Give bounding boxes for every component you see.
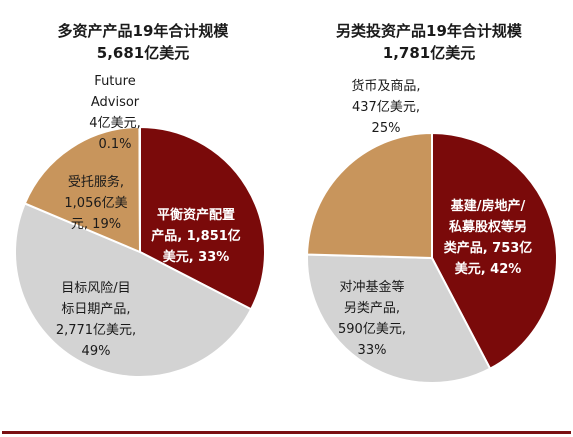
chart-2-slice-0-label-line: 类产品, 753亿 <box>444 240 533 256</box>
chart-1-slice-1-label-line: 目标风险/目 <box>61 281 130 296</box>
chart-2-title: 另类投资产品19年合计规模 <box>336 22 523 40</box>
chart-2-slice-2-label-line: 437亿美元, <box>352 100 420 115</box>
chart-2-slice-0-label: 基建/房地产/私募股权等另类产品, 753亿美元, 42% <box>444 198 533 277</box>
bottom-rule <box>2 431 571 434</box>
chart-1-slice-1-label-line: 49% <box>82 344 111 359</box>
chart-1-slice-1 <box>14 202 253 379</box>
chart-1-slice-0-label-line: 产品, 1,851亿 <box>151 228 241 244</box>
chart-1-slice-3-label-line: 0.1% <box>98 137 131 152</box>
chart-1-slice-0-label-line: 平衡资产配置 <box>157 207 235 223</box>
chart-2-slice-1-label-line: 另类产品, <box>344 301 400 316</box>
chart-1-slice-3-label-line: 4亿美元, <box>89 116 140 131</box>
chart-2-subtitle: 1,781亿美元 <box>383 44 475 62</box>
chart-1-slice-1-label: 目标风险/目标日期产品, 2,771亿美元, 49% <box>56 281 136 359</box>
chart-2-slice-0 <box>431 131 558 371</box>
chart-1-slice-0-label-line: 美元, 33% <box>163 249 230 265</box>
chart-2-slice-1-label-line: 对冲基金等 <box>339 279 404 295</box>
chart-2-slice-0-label-line: 美元, 42% <box>455 261 522 277</box>
chart-2-slice-2-label-line: 25% <box>372 121 401 136</box>
chart-1-slice-2-label-line: 元, 19% <box>71 217 121 232</box>
chart-2-slice-1 <box>306 253 492 384</box>
chart-1-slice-2-label-line: 受托服务, <box>68 174 124 190</box>
chart-1-slice-0 <box>139 125 266 311</box>
chart-1-slice-1-label-line: 2,771亿美元, <box>56 323 136 338</box>
chart-2-slice-0-label-line: 基建/房地产/ <box>450 198 526 214</box>
chart-1-slice-3 <box>138 125 141 253</box>
slice-labels: 平衡资产配置产品, 1,851亿美元, 33% 目标风险/目标日期产品, 2,771… <box>56 74 532 359</box>
chart-1-slice-2 <box>23 125 142 254</box>
chart-1-title: 多资产产品19年合计规模 <box>58 22 230 40</box>
chart-2-slice-2-label-line: 货币及商品, <box>351 78 420 94</box>
chart-1-slice-2-label-line: 1,056亿美 <box>64 196 127 211</box>
chart-1-subtitle: 5,681亿美元 <box>97 44 189 62</box>
chart-2-slice-1-label-line: 33% <box>358 343 387 358</box>
chart-1-slice-3-label: Future Advisor 4亿美元, 0.1% <box>89 74 140 152</box>
chart-1-slice-0-label: 平衡资产配置产品, 1,851亿美元, 33% <box>151 207 241 265</box>
chart-1-slice-3-label-line: Advisor <box>91 95 140 110</box>
chart-2-slice-1-label-line: 590亿美元, <box>338 322 406 337</box>
chart-2-slice-0-label-line: 私募股权等另 <box>449 219 527 235</box>
chart-1-slice-2-label: 受托服务, 1,056亿美元, 19% <box>64 174 127 232</box>
chart-2-slice-2-label: 货币及商品, 437亿美元, 25% <box>351 78 420 136</box>
chart-2-slice-2 <box>306 131 433 260</box>
pie-chart-multi-asset <box>14 125 266 379</box>
pie-chart-alternatives <box>306 131 558 384</box>
chart-1-slice-3-label-line: Future <box>94 74 135 89</box>
chart-2-slice-1-label: 对冲基金等另类产品, 590亿美元, 33% <box>338 279 406 358</box>
chart-1-slice-1-label-line: 标日期产品, <box>61 302 130 317</box>
